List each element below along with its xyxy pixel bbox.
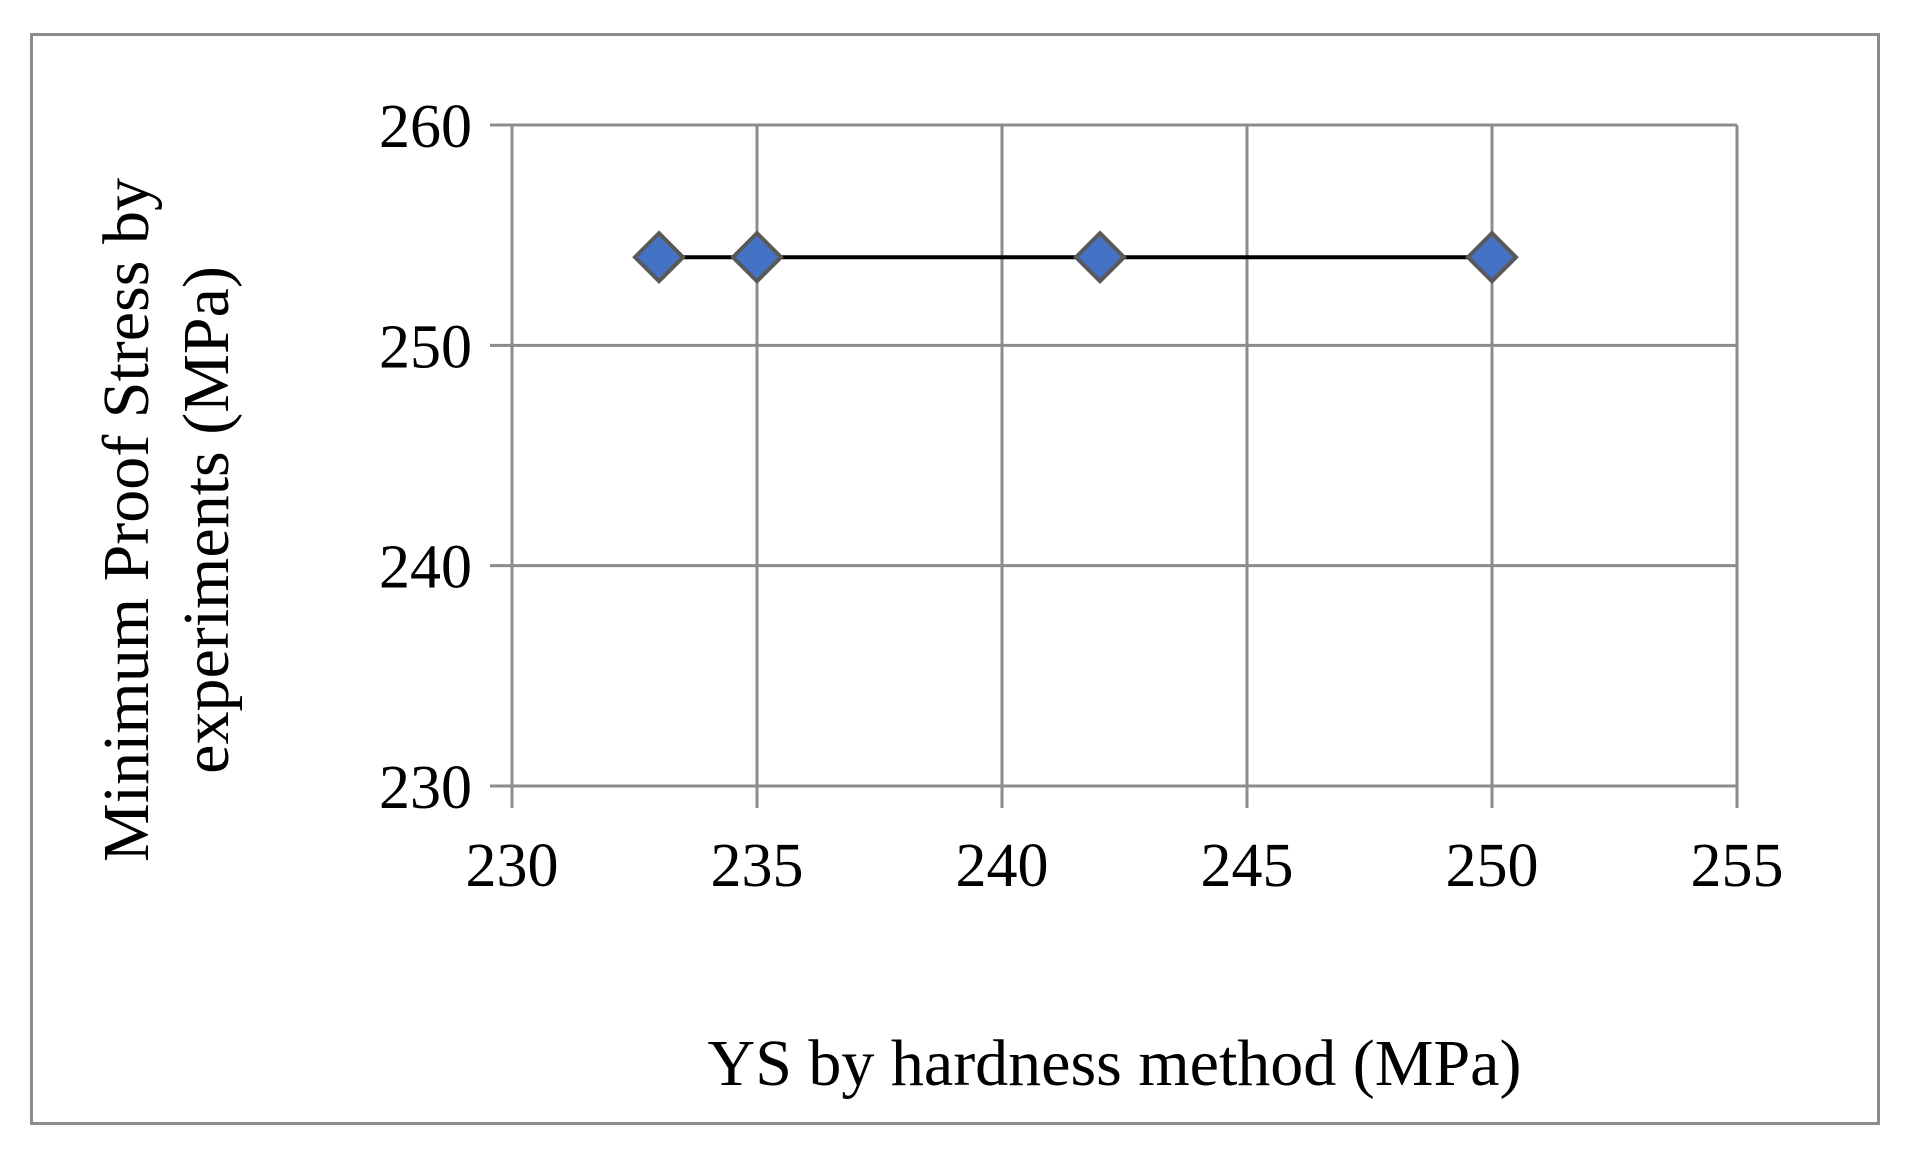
y-tick-label: 260	[379, 93, 472, 161]
y-tick-label: 230	[379, 754, 472, 822]
data-points	[632, 230, 1519, 285]
x-tick-label: 245	[1201, 832, 1294, 900]
data-point-diamond	[1465, 230, 1519, 285]
data-point-diamond	[632, 230, 686, 285]
x-tick-label: 250	[1446, 832, 1539, 900]
chart-frame	[30, 33, 1880, 1125]
x-tick-label: 240	[956, 832, 1049, 900]
x-tick-label: 255	[1691, 832, 1784, 900]
data-point-diamond	[730, 230, 784, 285]
grid	[490, 123, 1739, 808]
y-axis-title-line: experiments (MPa)	[170, 266, 243, 774]
y-axis-title-line: Minimum Proof Stress by	[90, 178, 163, 862]
y-tick-label: 250	[379, 313, 472, 381]
axis-titles: YS by hardness method (MPa) Minimum Proof…	[90, 178, 1521, 1100]
data-point-diamond	[1073, 230, 1127, 285]
x-axis-title: YS by hardness method (MPa)	[708, 1027, 1522, 1100]
tick-labels: 230 235 240 245 250 255 230 240 250 260	[379, 93, 1784, 900]
x-tick-label: 235	[711, 832, 804, 900]
x-tick-label: 230	[466, 832, 559, 900]
y-tick-label: 240	[379, 534, 472, 602]
